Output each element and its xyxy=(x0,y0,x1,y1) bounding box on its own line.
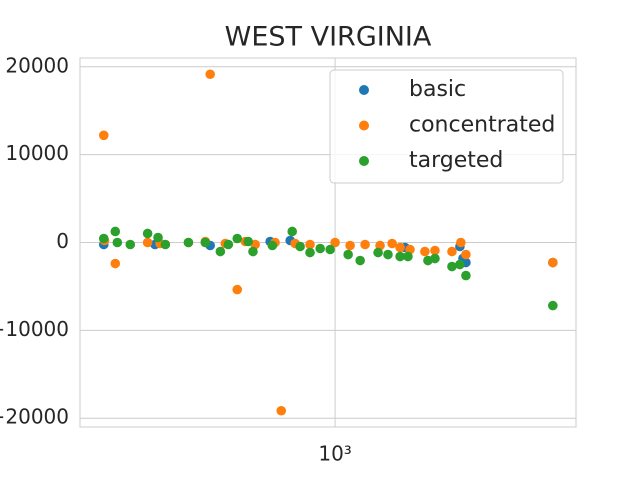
legend-marker xyxy=(359,120,369,131)
point xyxy=(276,405,287,416)
point xyxy=(305,239,315,250)
legend: basic concentrated targeted xyxy=(329,69,564,184)
points xyxy=(98,69,558,416)
point xyxy=(98,130,109,141)
point xyxy=(183,237,194,248)
y-tick-label: 20000 xyxy=(5,53,69,77)
point xyxy=(548,257,558,268)
point xyxy=(325,244,335,255)
point xyxy=(548,300,558,311)
legend-marker xyxy=(359,156,369,166)
legend-label: concentrated xyxy=(409,113,555,138)
point xyxy=(232,284,243,295)
point xyxy=(461,270,471,281)
point xyxy=(345,240,355,251)
point xyxy=(142,237,153,248)
point xyxy=(430,253,440,264)
point xyxy=(355,255,365,266)
y-tick-label: 0 xyxy=(56,229,69,253)
point xyxy=(395,251,405,262)
point xyxy=(395,242,405,253)
point xyxy=(343,249,353,260)
legend-box xyxy=(329,69,564,184)
point xyxy=(267,240,278,251)
point xyxy=(205,69,215,80)
point xyxy=(456,237,466,248)
x-axis-label: Population xyxy=(275,479,380,480)
point xyxy=(142,228,153,239)
point xyxy=(110,258,121,269)
point xyxy=(305,247,315,258)
point xyxy=(447,261,457,272)
point xyxy=(447,246,457,257)
point xyxy=(110,226,121,237)
point xyxy=(420,246,430,257)
point xyxy=(330,237,340,248)
point xyxy=(287,226,298,237)
point xyxy=(200,237,211,248)
point xyxy=(112,237,123,248)
point xyxy=(295,241,305,252)
point xyxy=(232,233,243,244)
legend-marker xyxy=(359,85,369,95)
chart-title: WEST VIRGINIA xyxy=(225,22,432,53)
point xyxy=(215,246,226,257)
point xyxy=(248,246,258,257)
point xyxy=(243,236,253,247)
point xyxy=(373,247,383,258)
point xyxy=(98,233,109,244)
point xyxy=(315,243,325,254)
plot-frame xyxy=(79,57,577,428)
y-tick-label: −20000 xyxy=(0,405,69,429)
point xyxy=(153,232,163,243)
y-tick-label: −10000 xyxy=(0,317,69,341)
point xyxy=(223,239,234,250)
point xyxy=(455,259,465,270)
point xyxy=(383,249,393,260)
legend-label: basic xyxy=(409,77,466,102)
point xyxy=(160,239,171,250)
x-tick-label: 10³ xyxy=(318,442,351,466)
point xyxy=(125,239,136,250)
point xyxy=(430,245,440,256)
point xyxy=(403,251,413,262)
legend-label: targeted xyxy=(409,148,503,173)
point xyxy=(461,249,471,260)
point xyxy=(387,238,397,249)
y-tick-label: 10000 xyxy=(5,141,69,165)
point xyxy=(360,239,370,250)
